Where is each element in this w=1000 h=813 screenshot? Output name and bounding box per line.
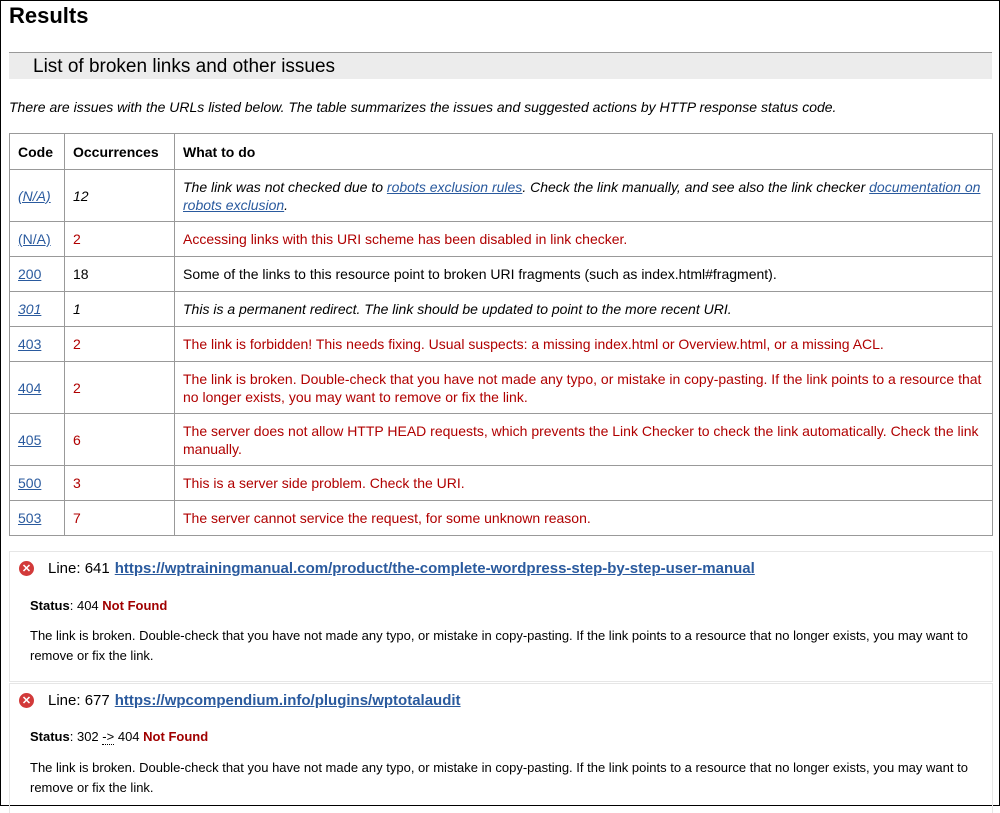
occurrences-cell: 12 xyxy=(64,169,175,222)
section-heading: List of broken links and other issues xyxy=(9,52,992,79)
code-link[interactable]: (N/A) xyxy=(18,187,51,204)
what-to-do-cell: The link is broken. Double-check that yo… xyxy=(174,361,993,414)
description-text: . Check the link manually, and see also … xyxy=(522,178,870,195)
issue-card: ✕ Line: 677 https://wpcompendium.info/plug… xyxy=(9,683,993,813)
status-text: Not Found xyxy=(102,598,168,613)
code-link[interactable]: 403 xyxy=(18,336,42,352)
redirect-arrow[interactable]: -> xyxy=(102,729,115,745)
issues-summary-table: Code Occurrences What to do (N/A) 12 The l… xyxy=(9,133,993,536)
code-link[interactable]: 405 xyxy=(18,431,42,448)
description-text: This is a server side problem. Check the… xyxy=(183,475,465,491)
code-link[interactable]: 200 xyxy=(18,266,42,282)
header-what-to-do: What to do xyxy=(174,133,993,170)
code-cell: 301 xyxy=(9,291,65,327)
table-row: 503 7 The server cannot service the reques… xyxy=(9,500,993,536)
line-number: Line: 677 xyxy=(48,692,110,709)
occurrences-cell: 2 xyxy=(64,221,175,257)
intro-text: There are issues with the URLs listed be… xyxy=(9,99,837,115)
description-text: The server cannot service the request, f… xyxy=(183,510,591,526)
error-icon: ✕ xyxy=(19,561,34,576)
occurrences-cell: 3 xyxy=(64,465,175,501)
code-cell: (N/A) xyxy=(9,221,65,257)
description-text: The link is broken. Double-check that yo… xyxy=(183,370,982,405)
description-text: Accessing links with this URI scheme has… xyxy=(183,231,628,247)
line-number: Line: 641 xyxy=(48,560,110,577)
issue-message: The link is broken. Double-check that yo… xyxy=(30,760,968,795)
issue-url-link[interactable]: https://wpcompendium.info/plugins/wptota… xyxy=(114,692,461,709)
issue-card: ✕ Line: 641 https://wptrainingmanual.com/p… xyxy=(9,551,993,682)
code-cell: 404 xyxy=(9,361,65,414)
code-cell: 503 xyxy=(9,500,65,536)
code-link[interactable]: 404 xyxy=(18,379,42,396)
table-row: (N/A) 12 The link was not checked due to r… xyxy=(9,169,993,222)
code-cell: 405 xyxy=(9,413,65,466)
what-to-do-cell: This is a permanent redirect. The link s… xyxy=(174,291,993,327)
table-row: 403 2 The link is forbidden! This needs fi… xyxy=(9,326,993,362)
status-label: Status xyxy=(30,598,70,613)
what-to-do-cell: The server does not allow HTTP HEAD requ… xyxy=(174,413,993,466)
code-cell: 500 xyxy=(9,465,65,501)
table-row: 200 18 Some of the links to this resource … xyxy=(9,256,993,292)
code-link[interactable]: 503 xyxy=(18,510,42,526)
status-text: Not Found xyxy=(143,729,209,744)
occurrences-cell: 2 xyxy=(64,326,175,362)
what-to-do-cell: The link is forbidden! This needs fixing… xyxy=(174,326,993,362)
occurrences-cell: 2 xyxy=(64,361,175,414)
status-code: 302 xyxy=(76,729,99,744)
table-row: 404 2 The link is broken. Double-check tha… xyxy=(9,361,993,414)
description-text: The link is forbidden! This needs fixing… xyxy=(183,336,884,352)
what-to-do-cell: Accessing links with this URI scheme has… xyxy=(174,221,993,257)
description-text: This is a permanent redirect. The link s… xyxy=(183,301,732,317)
what-to-do-cell: The server cannot service the request, f… xyxy=(174,500,993,536)
page-title: Results xyxy=(9,3,89,28)
table-row: 301 1 This is a permanent redirect. The li… xyxy=(9,291,993,327)
code-link[interactable]: 500 xyxy=(18,475,42,491)
header-occurrences: Occurrences xyxy=(64,133,175,170)
header-code: Code xyxy=(9,133,65,170)
occurrences-cell: 6 xyxy=(64,413,175,466)
status-code: 404 xyxy=(76,598,99,613)
code-cell: 403 xyxy=(9,326,65,362)
table-row: 405 6 The server does not allow HTTP HEAD … xyxy=(9,413,993,466)
what-to-do-cell: Some of the links to this resource point… xyxy=(174,256,993,292)
doc-link[interactable]: documentation on robots exclusion xyxy=(183,178,981,213)
what-to-do-cell: The link was not checked due to robots e… xyxy=(174,169,993,222)
description-text: The server does not allow HTTP HEAD requ… xyxy=(183,422,979,457)
status-line: Status: 302 -> 404 Not Found xyxy=(30,729,209,745)
error-icon: ✕ xyxy=(19,693,34,708)
occurrences-cell: 7 xyxy=(64,500,175,536)
table-row: 500 3 This is a server side problem. Check… xyxy=(9,465,993,501)
description-text: The link was not checked due to xyxy=(183,178,387,195)
doc-link[interactable]: robots exclusion rules xyxy=(386,178,523,195)
occurrences-cell: 1 xyxy=(64,291,175,327)
issue-url-link[interactable]: https://wptrainingmanual.com/product/the… xyxy=(114,560,755,577)
final-status-code: 404 xyxy=(117,729,140,744)
description-text: . xyxy=(284,196,289,213)
code-cell: (N/A) xyxy=(9,169,65,222)
table-header-row: Code Occurrences What to do xyxy=(9,133,993,170)
issue-message: The link is broken. Double-check that yo… xyxy=(30,628,968,663)
status-line: Status: 404 Not Found xyxy=(30,598,168,613)
status-label: Status xyxy=(30,729,70,744)
description-text: Some of the links to this resource point… xyxy=(183,266,777,282)
code-link[interactable]: 301 xyxy=(18,301,42,317)
occurrences-cell: 18 xyxy=(64,256,175,292)
table-row: (N/A) 2 Accessing links with this URI sche… xyxy=(9,221,993,257)
code-cell: 200 xyxy=(9,256,65,292)
code-link[interactable]: (N/A) xyxy=(18,231,51,247)
what-to-do-cell: This is a server side problem. Check the… xyxy=(174,465,993,501)
